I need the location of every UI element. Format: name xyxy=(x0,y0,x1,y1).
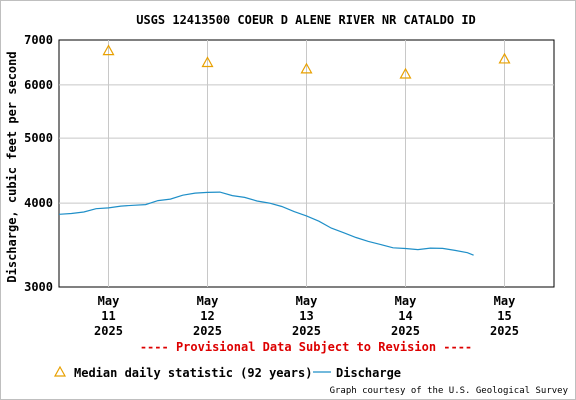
x-tick-label: 2025 xyxy=(391,324,420,338)
x-tick-label: 2025 xyxy=(94,324,123,338)
x-tick-label: May xyxy=(494,294,516,308)
legend-discharge-label: Discharge xyxy=(336,366,401,380)
median-marker xyxy=(102,44,115,56)
median-marker xyxy=(498,52,511,64)
discharge-line xyxy=(58,191,474,256)
median-marker xyxy=(300,62,313,74)
x-tick-label: May xyxy=(296,294,318,308)
grid-lines xyxy=(59,40,554,287)
median-marker xyxy=(201,56,214,68)
x-tick-label: May xyxy=(98,294,120,308)
x-tick-label: 11 xyxy=(101,309,115,323)
x-tick-label: 12 xyxy=(200,309,214,323)
x-tick-label: 2025 xyxy=(193,324,222,338)
legend: Median daily statistic (92 years) Discha… xyxy=(53,365,401,380)
provisional-notice: ---- Provisional Data Subject to Revisio… xyxy=(140,340,472,354)
x-tick-label: May xyxy=(197,294,219,308)
x-tick-label: 2025 xyxy=(292,324,321,338)
chart-title: USGS 12413500 COEUR D ALENE RIVER NR CAT… xyxy=(136,13,476,27)
x-tick-labels: May112025May122025May132025May142025May1… xyxy=(94,294,519,338)
x-tick-label: 13 xyxy=(299,309,313,323)
y-tick-label: 5000 xyxy=(24,131,53,145)
y-tick-label: 3000 xyxy=(24,280,53,294)
y-tick-label: 4000 xyxy=(24,196,53,210)
x-tick-label: May xyxy=(395,294,417,308)
x-tick-label: 2025 xyxy=(490,324,519,338)
y-tick-label: 6000 xyxy=(24,78,53,92)
credit-text: Graph courtesy of the U.S. Geological Su… xyxy=(330,386,569,396)
legend-median-label: Median daily statistic (92 years) xyxy=(74,366,312,380)
legend-median-marker xyxy=(53,365,67,377)
y-tick-labels: 3000 4000 5000 6000 7000 xyxy=(24,33,53,294)
y-axis-label: Discharge, cubic feet per second xyxy=(5,51,19,282)
x-tick-label: 14 xyxy=(398,309,412,323)
x-tick-label: 15 xyxy=(497,309,511,323)
series-layer xyxy=(58,44,511,256)
y-tick-label: 7000 xyxy=(24,33,53,47)
median-marker xyxy=(399,67,412,79)
